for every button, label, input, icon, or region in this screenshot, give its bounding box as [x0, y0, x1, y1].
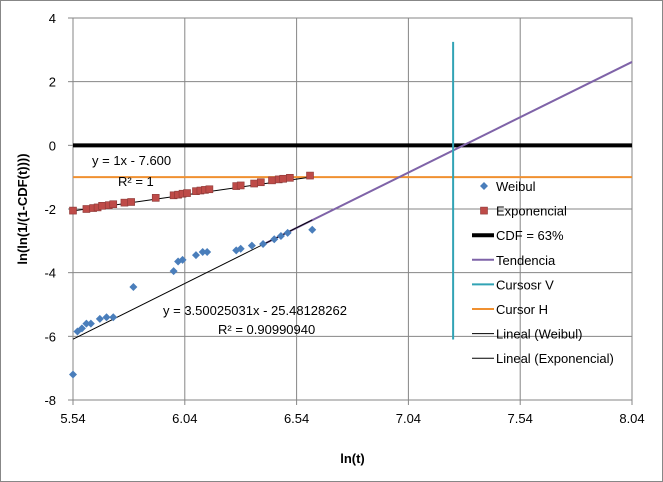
x-tick-label: 7.54: [508, 411, 533, 426]
legend-label: Exponencial: [496, 204, 567, 219]
y-tick-label: 4: [49, 11, 56, 26]
weibul-r2-label: R² = 0.90990940: [218, 322, 315, 337]
exponencial-point: [257, 178, 265, 187]
legend-label: CDF = 63%: [496, 228, 564, 243]
y-tick-label: -6: [44, 329, 56, 344]
exponencial-point: [250, 179, 258, 188]
exponencial-point: [127, 198, 135, 206]
tendencia-line: [264, 61, 633, 245]
weibul-equation-label: y = 3.50025031x - 25.48128262: [163, 303, 347, 318]
exponencial-point: [236, 181, 245, 190]
weibul-point: [69, 370, 77, 379]
legend-item-tendencia: Tendencia: [472, 253, 556, 268]
exponencial-r2-label: R² = 1: [118, 174, 154, 189]
legend-item-cdf-63: CDF = 63%: [472, 228, 564, 243]
exponencial-point: [279, 174, 287, 183]
y-tick-label: -8: [44, 393, 56, 408]
legend: Weibul Exponencial CDF = 63% Tendencia Curso…: [472, 179, 614, 366]
exponencial-point: [151, 194, 160, 202]
exponencial-point: [268, 176, 276, 185]
series-weibul: [69, 225, 317, 379]
x-tick-label: 5.54: [60, 411, 85, 426]
y-tick-label: -2: [44, 202, 56, 217]
series-layer: [69, 41, 633, 379]
legend-item-lineal-weibul: Lineal (Weibul): [472, 327, 582, 342]
weibul-point: [283, 228, 292, 237]
y-tick-label: -4: [44, 266, 56, 281]
x-tick-label: 6.04: [172, 411, 197, 426]
weibul-point: [191, 251, 200, 260]
exponencial-point: [120, 198, 129, 207]
tick-labels: 5.54 6.04 6.54 7.04 7.54 8.04 4 2 0 -2 -4 -6 -8: [44, 11, 644, 426]
weibul-point: [86, 319, 95, 328]
weibul-point: [259, 240, 268, 249]
series-exponencial: [69, 171, 314, 215]
weibul-point: [169, 267, 178, 276]
exponencial-point: [98, 202, 106, 210]
x-tick-label: 6.54: [284, 411, 309, 426]
x-tick-label: 8.04: [619, 411, 644, 426]
legend-marker: [480, 182, 488, 190]
legend-label: Tendencia: [496, 253, 556, 268]
exponencial-point: [306, 171, 314, 180]
weibul-point: [276, 232, 285, 241]
legend-item-lineal-exponencial: Lineal (Exponencial): [472, 351, 614, 366]
exponencial-point: [183, 189, 191, 197]
exponencial-point: [286, 174, 294, 182]
y-tick-label: 0: [49, 138, 56, 153]
weibul-point: [95, 314, 104, 323]
weibul-point: [109, 313, 118, 322]
legend-label: Lineal (Exponencial): [496, 351, 614, 366]
x-axis-title: ln(t): [340, 451, 365, 466]
weibul-point: [308, 225, 317, 234]
legend-item-cursor-h: Cursor H: [472, 302, 548, 317]
exponencial-point: [69, 206, 77, 215]
weibul-point: [247, 241, 256, 250]
legend-label: Cursosr V: [496, 277, 554, 292]
weibul-point: [77, 324, 86, 333]
exponencial-equation-label: y = 1x - 7.600: [92, 153, 171, 168]
legend-item-exponencial: Exponencial: [480, 204, 567, 219]
x-tick-label: 7.04: [396, 411, 421, 426]
weibul-point: [178, 255, 187, 264]
weibul-point: [129, 282, 138, 291]
weibul-point: [102, 313, 111, 322]
weibul-point: [270, 235, 279, 244]
exponencial-point: [82, 205, 91, 213]
exponencial-point: [205, 185, 214, 194]
weibul-point: [82, 319, 91, 328]
legend-item-cursosr-v: Cursosr V: [472, 277, 554, 292]
y-axis-title: ln(ln(1/(1-CDF(t)))): [15, 153, 30, 264]
series-tendencia: [264, 61, 633, 245]
legend-marker: [480, 206, 488, 215]
weibul-point: [198, 247, 207, 256]
legend-label: Weibul: [496, 179, 536, 194]
y-tick-label: 2: [49, 75, 56, 90]
legend-label: Cursor H: [496, 302, 548, 317]
weibul-point: [203, 247, 212, 256]
weibul-point: [236, 244, 245, 253]
exponencial-point: [109, 200, 118, 209]
legend-item-weibul: Weibul: [480, 179, 536, 194]
legend-label: Lineal (Weibul): [496, 327, 582, 342]
